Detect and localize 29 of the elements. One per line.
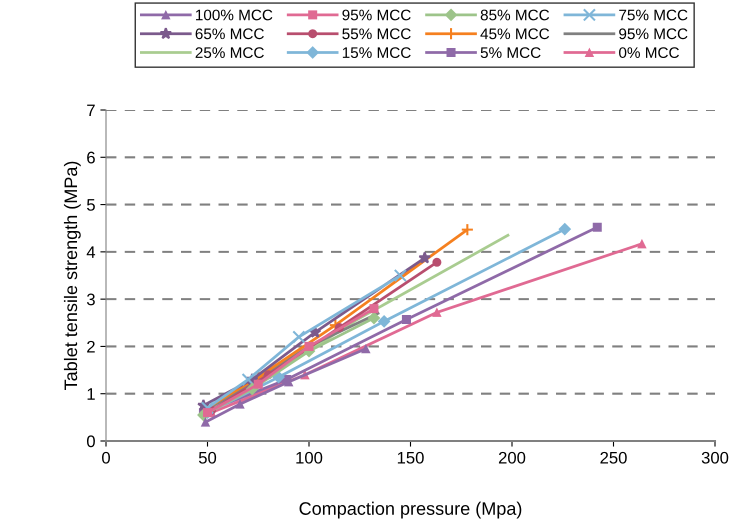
x-tick-label: 300 bbox=[702, 452, 728, 464]
y-tick-label: 6 bbox=[87, 152, 95, 164]
x-tick-label: 200 bbox=[498, 452, 526, 464]
legend-label: 15% MCC bbox=[342, 47, 411, 58]
x-tick-label: 250 bbox=[600, 452, 627, 464]
y-tick-label: 3 bbox=[86, 294, 95, 306]
legend-label: 95% MCC bbox=[619, 28, 688, 40]
legend-label: 100% MCC bbox=[196, 10, 272, 20]
x-tick-label: 0 bbox=[102, 452, 110, 464]
legend-label: 65% MCC bbox=[196, 28, 264, 40]
y-tick-label: 4 bbox=[86, 246, 96, 258]
y-axis-title: Tablet tensile strength (MPa) bbox=[64, 162, 81, 390]
legend-label: 85% MCC bbox=[480, 10, 550, 20]
legend-label: 0% MCC bbox=[619, 47, 679, 58]
x-axis-title: Compaction pressure (Mpa) bbox=[300, 502, 522, 519]
y-tick-label: 0 bbox=[86, 435, 95, 448]
y-tick-label: 7 bbox=[87, 104, 95, 116]
legend-label: 75% MCC bbox=[619, 10, 688, 20]
y-tick-label: 1 bbox=[88, 388, 95, 400]
x-tick-label: 100 bbox=[296, 452, 322, 464]
y-tick-label: 2 bbox=[87, 340, 95, 352]
legend-label: 95% MCC bbox=[342, 10, 411, 20]
y-tick-label: 5 bbox=[86, 199, 95, 211]
legend-label: 45% MCC bbox=[480, 28, 550, 40]
legend-label: 25% MCC bbox=[196, 47, 264, 58]
legend-label: 5% MCC bbox=[480, 47, 541, 58]
x-tick-label: 50 bbox=[198, 452, 216, 464]
legend-label: 55% MCC bbox=[342, 28, 411, 40]
x-tick-label: 150 bbox=[398, 452, 424, 464]
